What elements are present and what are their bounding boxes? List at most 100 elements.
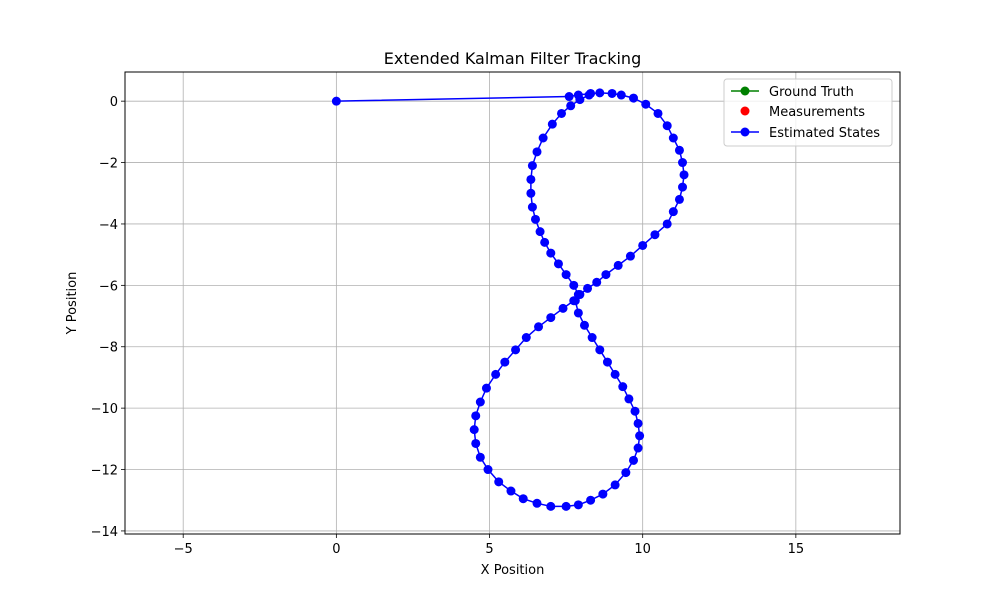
data-point-estimated-states [613,260,623,270]
legend-item-ground-truth: Ground Truth [731,85,854,100]
data-point-estimated-states [628,455,638,465]
data-point-estimated-states [534,322,544,332]
data-point-estimated-states [674,145,684,155]
data-point-estimated-states [526,174,536,184]
data-point-estimated-states [641,99,651,109]
data-point-estimated-states [564,92,574,102]
data-point-estimated-states [618,382,628,392]
x-tick-label: 15 [788,542,805,557]
data-point-estimated-states [575,95,585,105]
data-point-estimated-states [553,259,563,269]
data-point-estimated-states [481,383,491,393]
legend-label-estimated-states: Estimated States [769,126,880,141]
ticks: −5 0 5 10 15 0 −2 −4 −6 −8 −10 −12 −14 [91,95,805,557]
y-tick-label: −10 [91,402,118,417]
y-tick-label: −14 [91,525,118,540]
data-point-estimated-states [511,345,521,355]
data-point-estimated-states [532,147,542,157]
data-point-estimated-states [494,477,504,487]
data-point-estimated-states [526,188,536,198]
x-tick-label: 0 [332,542,340,557]
data-point-estimated-states [586,495,596,505]
data-point-estimated-states [471,411,481,421]
legend-marker-measurements [740,106,750,116]
data-point-estimated-states [584,90,594,100]
data-point-estimated-states [616,90,626,100]
data-point-estimated-states [475,397,485,407]
x-tick-label: 5 [485,542,493,557]
data-point-estimated-states [557,108,567,118]
data-point-estimated-states [573,308,583,318]
chart-title: Extended Kalman Filter Tracking [384,49,641,68]
legend-marker-ground-truth [740,86,750,96]
data-point-estimated-states [662,121,672,131]
legend-label-ground-truth: Ground Truth [769,85,854,100]
data-point-estimated-states [546,501,556,511]
series-layer [331,88,689,511]
data-point-estimated-states [566,101,576,111]
data-point-estimated-states [610,369,620,379]
y-axis-label: Y Position [65,272,80,336]
data-point-estimated-states [569,280,579,290]
data-point-estimated-states [469,425,479,435]
data-point-estimated-states [633,418,643,428]
data-point-estimated-states [601,270,611,280]
data-point-estimated-states [679,170,689,180]
data-point-estimated-states [506,486,516,496]
data-point-estimated-states [558,303,568,313]
data-point-estimated-states [583,283,593,293]
data-point-estimated-states [547,119,557,129]
data-point-estimated-states [638,240,648,250]
data-point-estimated-states [521,333,531,343]
data-point-estimated-states [500,357,510,367]
data-point-estimated-states [587,333,597,343]
data-point-estimated-states [592,277,602,287]
data-point-estimated-states [650,230,660,240]
data-point-estimated-states [331,96,341,106]
legend-item-measurements: Measurements [740,105,865,120]
data-point-estimated-states [491,369,501,379]
data-point-estimated-states [678,182,688,192]
data-point-estimated-states [530,214,540,224]
x-tick-label: −5 [174,542,193,557]
y-tick-label: −6 [99,279,118,294]
data-point-estimated-states [483,465,493,475]
data-point-estimated-states [630,406,640,416]
data-point-estimated-states [598,489,608,499]
data-point-estimated-states [607,88,617,98]
data-point-estimated-states [540,237,550,247]
data-point-estimated-states [573,290,583,300]
data-point-estimated-states [635,431,645,441]
data-point-estimated-states [471,438,481,448]
y-tick-label: −4 [99,218,118,233]
data-point-estimated-states [662,219,672,229]
data-point-estimated-states [595,88,605,98]
data-point-estimated-states [674,194,684,204]
data-point-estimated-states [595,345,605,355]
data-point-estimated-states [610,480,620,490]
data-point-estimated-states [538,133,548,143]
data-point-estimated-states [532,498,542,508]
data-point-estimated-states [518,494,528,504]
data-point-estimated-states [678,158,688,168]
y-tick-label: −8 [99,341,118,356]
plot-frame [124,71,901,535]
data-point-estimated-states [546,313,556,323]
data-point-estimated-states [653,108,663,118]
data-point-estimated-states [602,357,612,367]
data-point-estimated-states [546,248,556,258]
data-point-estimated-states [579,320,589,330]
data-point-estimated-states [475,452,485,462]
legend: Ground Truth Measurements Estimated Stat… [723,78,893,147]
data-point-estimated-states [633,443,643,453]
data-point-estimated-states [573,500,583,510]
data-point-estimated-states [668,207,678,217]
data-point-estimated-states [621,468,631,478]
data-point-estimated-states [624,394,634,404]
data-point-estimated-states [527,161,537,171]
data-point-estimated-states [625,251,635,261]
data-point-estimated-states [535,227,545,237]
data-point-estimated-states [628,93,638,103]
data-point-estimated-states [561,501,571,511]
